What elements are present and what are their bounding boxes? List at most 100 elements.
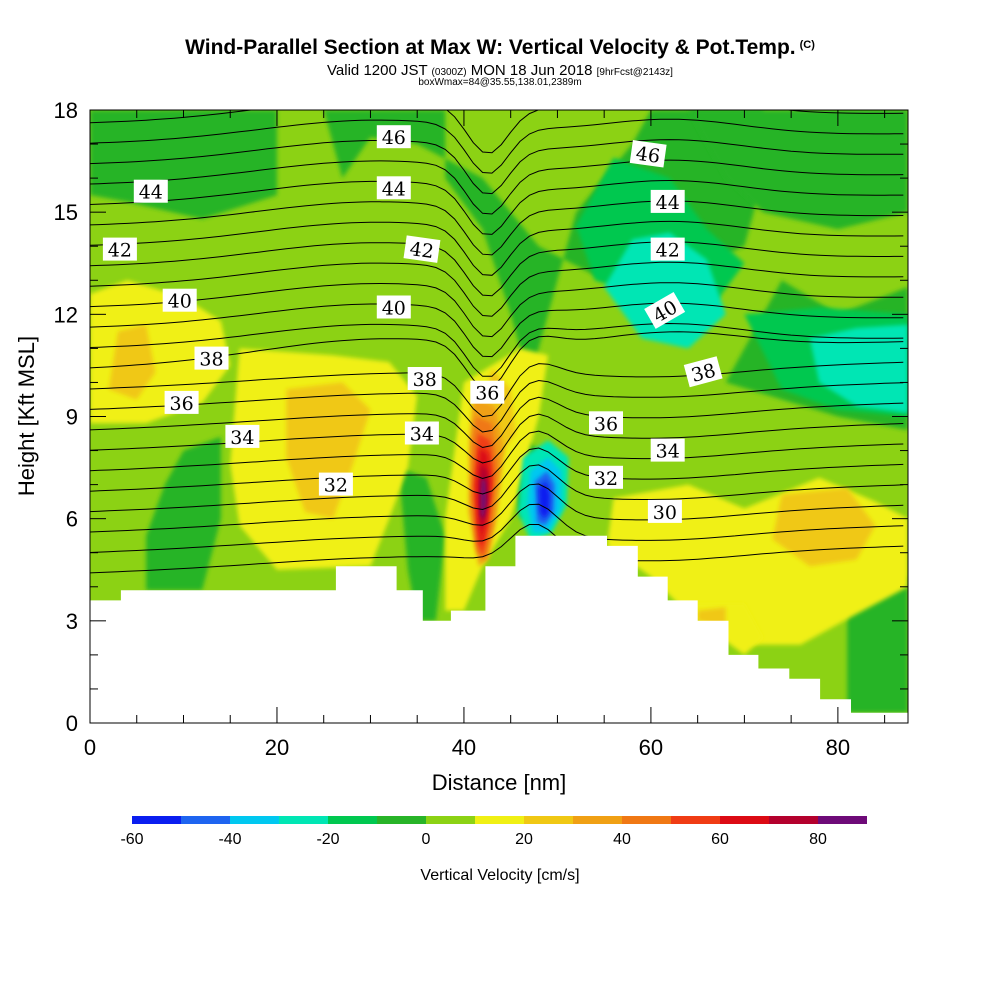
isentrope-lines <box>90 110 904 574</box>
isentrope-label-text: 30 <box>653 502 677 524</box>
isentrope-line <box>90 447 904 495</box>
copyright-mark: (C) <box>799 39 815 51</box>
velocity-region <box>146 436 221 591</box>
isentrope-label: 36 <box>164 390 199 415</box>
colorbar-tick-label: 20 <box>515 831 533 848</box>
isentrope-line <box>90 361 904 418</box>
isentrope-label-text: 36 <box>594 413 618 435</box>
isentrope-line <box>90 503 904 553</box>
y-axis-title: Height [Kft MSL] <box>14 336 39 496</box>
isentrope-label-box <box>629 140 667 168</box>
isentrope-label: 42 <box>650 237 685 262</box>
isentrope-label-text: 40 <box>382 298 406 320</box>
velocity-field <box>90 110 908 713</box>
colorbar-tick-label: -60 <box>120 831 143 848</box>
x-tick-label: 0 <box>84 735 96 760</box>
isentrope-line <box>90 430 904 480</box>
isentrope-label: 32 <box>589 465 623 490</box>
velocity-region <box>604 232 726 349</box>
isentrope-line <box>90 302 904 358</box>
isentrope-label-text: 46 <box>634 143 661 168</box>
isentrope-label-box <box>407 367 442 390</box>
chart-title: Wind-Parallel Section at Max W: Vertical… <box>0 36 1000 60</box>
isentrope-label-text: 42 <box>408 238 435 263</box>
isentrope-line <box>90 464 904 513</box>
colorbar-title: Vertical Velocity [cm/s] <box>420 867 579 884</box>
colorbar-swatch <box>622 816 671 824</box>
colorbar-swatch <box>230 816 279 824</box>
colorbar: -60 -40 -20 0 20 40 60 80 <box>120 816 867 848</box>
isentrope-line <box>90 110 904 154</box>
isentrope-line <box>90 396 904 449</box>
isentrope-label-box <box>644 292 686 329</box>
isentrope-label-box <box>162 288 197 312</box>
isentrope-label-text: 42 <box>108 240 132 262</box>
y-tick-label: 9 <box>66 405 78 430</box>
isentrope-label: 42 <box>403 235 441 263</box>
velocity-region <box>538 481 550 519</box>
isentrope-label: 46 <box>629 140 667 168</box>
colorbar-tick-label: 0 <box>422 831 431 848</box>
isentrope-label-text: 34 <box>230 427 254 449</box>
isentrope-label-text: 36 <box>170 393 194 415</box>
valid-time-prefix: Valid 1200 JST <box>327 62 428 79</box>
isentrope-line <box>90 179 904 235</box>
isentrope-label-text: 44 <box>139 182 163 204</box>
isentrope-line <box>90 139 904 195</box>
x-tick-label: 60 <box>639 735 663 760</box>
isentrope-label-box <box>403 235 441 263</box>
isentrope-label: 36 <box>589 411 623 435</box>
chart-subtitle: Valid 1200 JST (0300Z) MON 18 Jun 2018 [… <box>0 62 1000 79</box>
colorbar-swatch <box>573 816 622 824</box>
isentrope-label-text: 44 <box>656 192 680 214</box>
velocity-region <box>688 110 908 230</box>
isentrope-label-box <box>650 189 685 213</box>
isentrope-label-text: 42 <box>656 240 680 262</box>
colorbar-tick-label: 60 <box>711 831 729 848</box>
colorbar-swatch <box>181 816 230 824</box>
isentrope-label-box <box>194 346 229 370</box>
isentrope-label-box <box>133 179 168 203</box>
isentrope-label-box <box>164 390 199 414</box>
terrain-mask <box>90 535 908 723</box>
isentrope-label-text: 32 <box>594 468 618 490</box>
colorbar-tick-label: -40 <box>218 831 241 848</box>
isentrope-line <box>90 322 904 377</box>
isentrope-line <box>90 379 904 433</box>
isentrope-label-text: 46 <box>382 127 406 149</box>
colorbar-swatch <box>720 816 769 824</box>
isentrope-label: 44 <box>133 179 168 204</box>
isentrope-line <box>90 200 904 256</box>
x-axis-title: Distance [nm] <box>432 770 567 795</box>
isentrope-label-box <box>470 380 505 404</box>
isentrope-label-box <box>376 176 411 200</box>
isentrope-line <box>90 261 904 317</box>
isentrope-label-text: 34 <box>656 441 680 463</box>
colorbar-swatch <box>132 816 181 824</box>
velocity-region <box>809 324 908 414</box>
isentrope-label: 34 <box>404 421 439 446</box>
isentrope-label: 38 <box>407 367 442 391</box>
colorbar-tick-label: -20 <box>316 831 339 848</box>
y-tick-label: 0 <box>66 711 78 736</box>
colorbar-tick-label: 80 <box>809 831 827 848</box>
isentrope-label: 40 <box>376 295 411 320</box>
isentrope-label-box <box>650 237 685 261</box>
isentrope-label: 34 <box>225 424 260 449</box>
isentrope-label-text: 44 <box>382 178 406 200</box>
y-tick-label: 12 <box>54 302 78 327</box>
colorbar-swatch <box>328 816 377 824</box>
colorbar-swatch <box>769 816 818 824</box>
isentrope-label-text: 38 <box>413 369 437 391</box>
colorbar-tick-label: 40 <box>613 831 631 848</box>
colorbar-swatch <box>377 816 426 824</box>
velocity-region <box>108 324 156 400</box>
velocity-region <box>286 382 371 519</box>
isentrope-label: 38 <box>194 346 229 371</box>
colorbar-swatch <box>426 816 475 824</box>
x-tick-label: 80 <box>826 735 850 760</box>
valid-date: MON 18 Jun 2018 <box>470 62 593 79</box>
